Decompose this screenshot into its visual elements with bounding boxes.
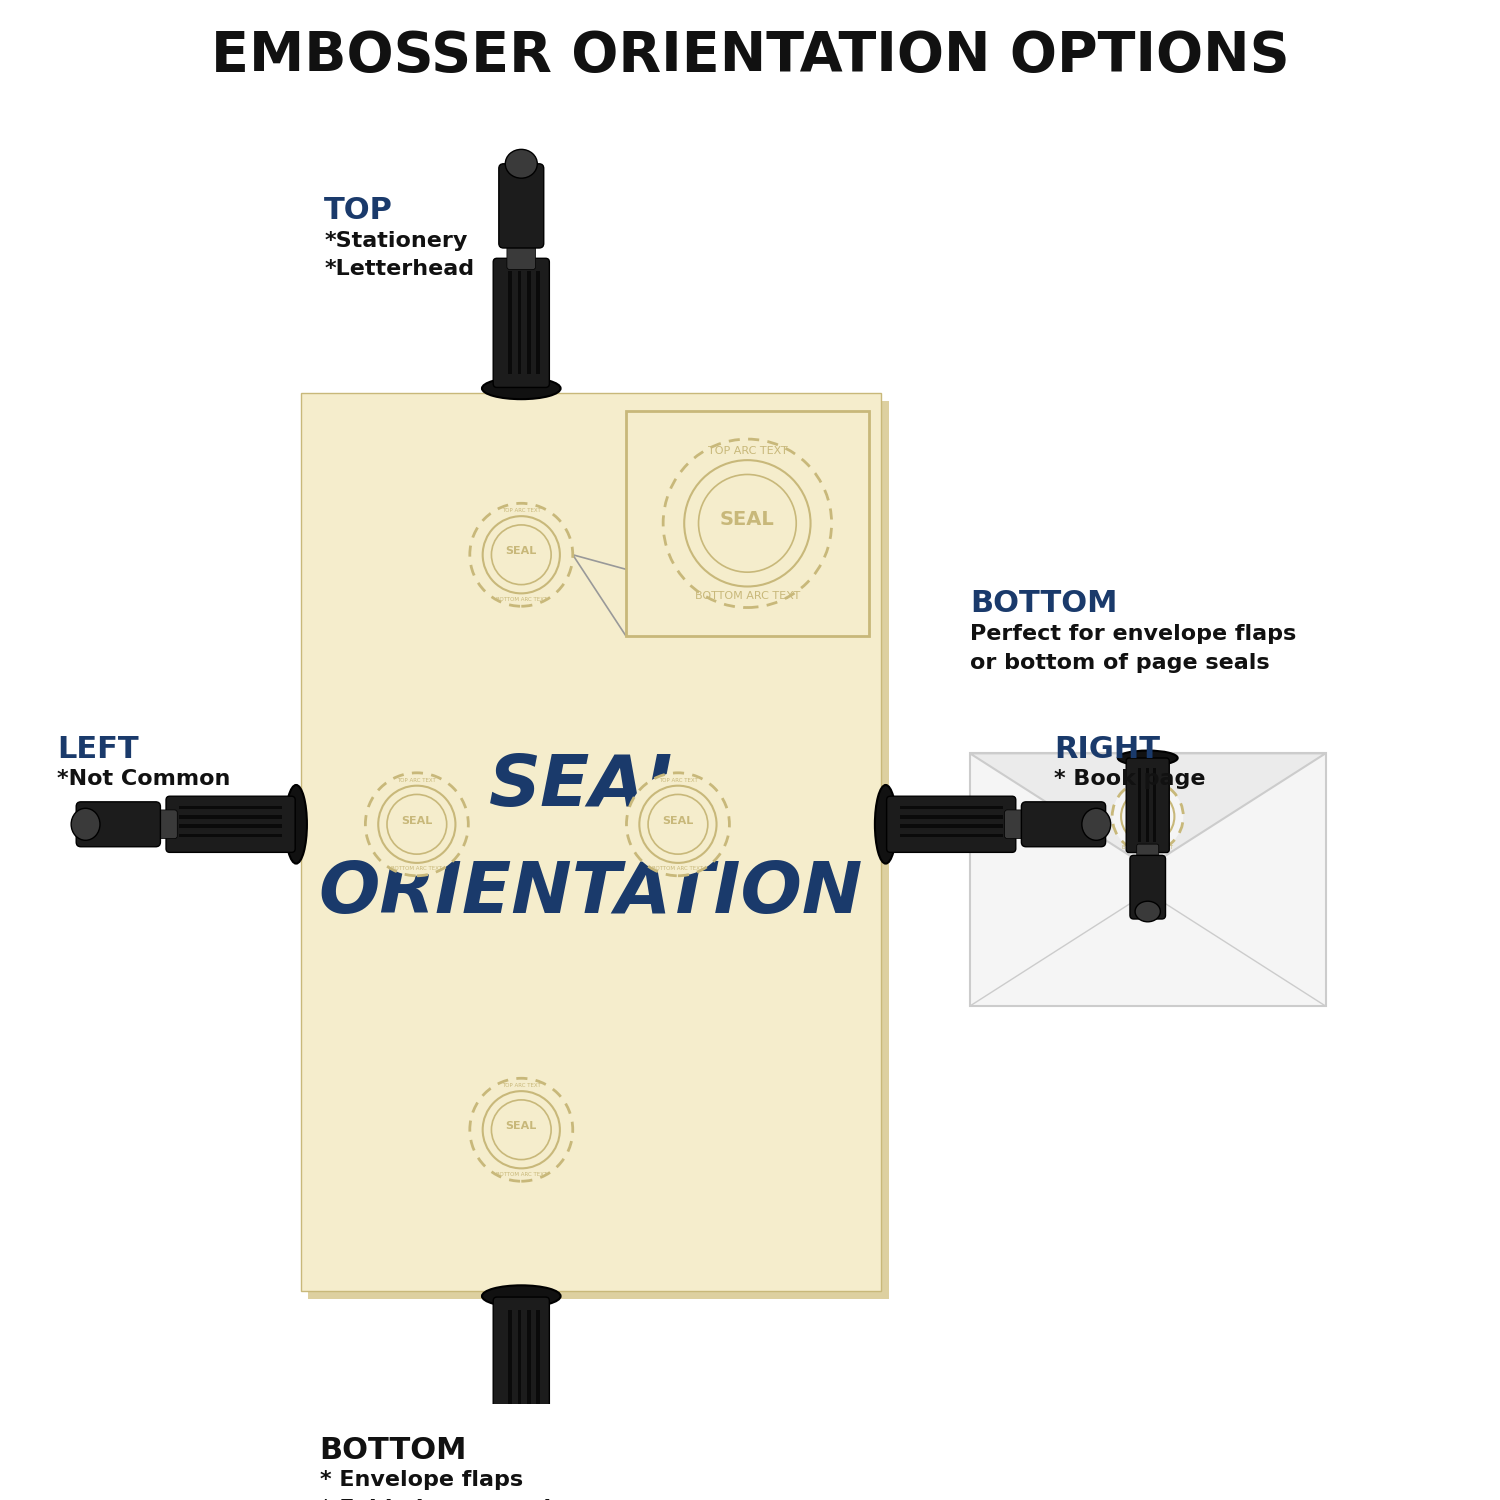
Bar	[900, 834, 1002, 837]
Text: * Envelope flaps: * Envelope flaps	[320, 1470, 522, 1491]
Text: BOTTOM ARC TEXT: BOTTOM ARC TEXT	[496, 1172, 548, 1176]
Bar	[509, 1310, 512, 1413]
Text: Perfect for envelope flaps: Perfect for envelope flaps	[970, 624, 1296, 645]
Bar	[518, 272, 522, 375]
Ellipse shape	[285, 784, 308, 864]
Text: BOTTOM ARC TEXT: BOTTOM ARC TEXT	[652, 865, 704, 871]
FancyBboxPatch shape	[1022, 802, 1106, 846]
Text: BOTTOM: BOTTOM	[320, 1436, 466, 1466]
Bar	[626, 411, 868, 636]
Text: RIGHT: RIGHT	[1054, 735, 1160, 764]
Bar	[518, 1310, 522, 1413]
FancyBboxPatch shape	[507, 236, 536, 270]
Text: TOP ARC TEXT: TOP ARC TEXT	[398, 777, 436, 783]
FancyBboxPatch shape	[500, 1432, 543, 1500]
Bar	[178, 815, 282, 819]
Bar	[1138, 768, 1142, 843]
Bar	[178, 834, 282, 837]
Text: SEAL: SEAL	[506, 1120, 537, 1131]
Bar	[178, 806, 282, 810]
Text: * Book page: * Book page	[1054, 770, 1206, 789]
FancyBboxPatch shape	[494, 258, 549, 387]
FancyBboxPatch shape	[500, 164, 543, 248]
Text: BOTTOM ARC TEXT: BOTTOM ARC TEXT	[1122, 844, 1173, 849]
Ellipse shape	[1118, 750, 1178, 765]
Bar	[309, 400, 888, 1299]
Text: TOP: TOP	[324, 196, 393, 225]
Circle shape	[663, 440, 831, 608]
Ellipse shape	[506, 1492, 537, 1500]
Bar	[1146, 768, 1149, 843]
Circle shape	[470, 1078, 573, 1180]
Text: TOP ARC TEXT: TOP ARC TEXT	[1128, 783, 1167, 789]
Text: LEFT: LEFT	[57, 735, 140, 764]
Bar	[900, 815, 1002, 819]
Text: TOP ARC TEXT: TOP ARC TEXT	[503, 509, 540, 513]
Bar	[537, 1310, 540, 1413]
Text: ORIENTATION: ORIENTATION	[318, 859, 862, 928]
Bar	[509, 272, 512, 375]
Text: BOTTOM ARC TEXT: BOTTOM ARC TEXT	[694, 591, 800, 602]
Text: SEAL: SEAL	[400, 816, 432, 825]
FancyBboxPatch shape	[507, 1414, 536, 1449]
Ellipse shape	[1082, 808, 1110, 840]
Bar	[526, 1310, 531, 1413]
Polygon shape	[970, 753, 1326, 867]
Ellipse shape	[482, 1286, 561, 1306]
Circle shape	[1112, 782, 1184, 852]
Text: EMBOSSER ORIENTATION OPTIONS: EMBOSSER ORIENTATION OPTIONS	[210, 28, 1290, 82]
Text: TOP ARC TEXT: TOP ARC TEXT	[658, 777, 698, 783]
Bar	[537, 272, 540, 375]
Bar	[1154, 768, 1156, 843]
Text: TOP ARC TEXT: TOP ARC TEXT	[503, 1083, 540, 1088]
Text: or bottom of page seals: or bottom of page seals	[970, 652, 1269, 672]
Bar	[900, 806, 1002, 810]
FancyBboxPatch shape	[886, 796, 1016, 852]
Bar	[302, 393, 880, 1292]
Bar	[900, 825, 1002, 828]
FancyBboxPatch shape	[1130, 855, 1166, 920]
FancyBboxPatch shape	[166, 796, 296, 852]
Text: SEAL: SEAL	[1136, 808, 1160, 818]
Circle shape	[366, 772, 468, 876]
Ellipse shape	[506, 150, 537, 178]
Text: *Not Common: *Not Common	[57, 770, 231, 789]
Ellipse shape	[1136, 902, 1161, 922]
Bar	[178, 825, 282, 828]
FancyBboxPatch shape	[1126, 758, 1170, 852]
Ellipse shape	[874, 784, 897, 864]
Text: SEAL: SEAL	[506, 546, 537, 556]
FancyBboxPatch shape	[144, 810, 177, 838]
Text: BOTTOM: BOTTOM	[970, 590, 1118, 618]
Text: TOP ARC TEXT: TOP ARC TEXT	[708, 446, 788, 456]
Text: SEAL: SEAL	[720, 510, 776, 530]
Circle shape	[470, 504, 573, 606]
Ellipse shape	[70, 808, 100, 840]
Text: BOTTOM ARC TEXT: BOTTOM ARC TEXT	[392, 865, 442, 871]
Bar	[526, 272, 531, 375]
FancyBboxPatch shape	[76, 802, 160, 846]
FancyBboxPatch shape	[1005, 810, 1038, 838]
Bar	[970, 753, 1326, 1006]
Text: SEAL: SEAL	[489, 752, 693, 820]
FancyBboxPatch shape	[1137, 844, 1158, 868]
Circle shape	[627, 772, 729, 876]
Text: *Stationery: *Stationery	[324, 231, 468, 251]
FancyBboxPatch shape	[494, 1298, 549, 1426]
Text: BOTTOM ARC TEXT: BOTTOM ARC TEXT	[496, 597, 548, 602]
Text: *Letterhead: *Letterhead	[324, 258, 474, 279]
Ellipse shape	[482, 378, 561, 399]
Text: SEAL: SEAL	[663, 816, 693, 825]
